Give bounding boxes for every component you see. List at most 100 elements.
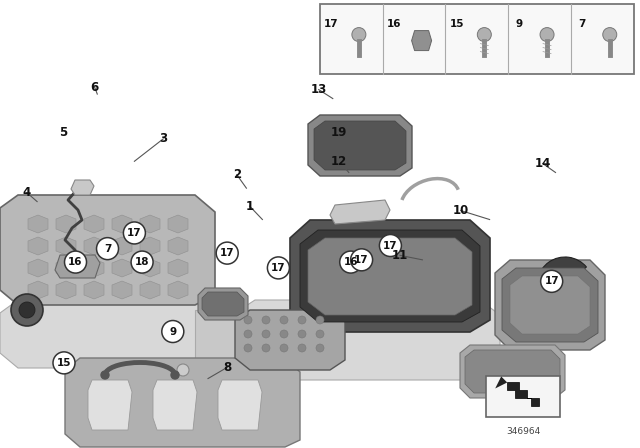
- Text: 17: 17: [383, 241, 397, 250]
- Text: 8: 8: [223, 361, 231, 374]
- Text: 7: 7: [104, 244, 111, 254]
- Polygon shape: [300, 230, 480, 322]
- Text: 5: 5: [59, 125, 67, 139]
- Polygon shape: [84, 259, 104, 277]
- Circle shape: [477, 28, 492, 42]
- Circle shape: [11, 294, 43, 326]
- Circle shape: [316, 330, 324, 338]
- Text: 16: 16: [344, 257, 358, 267]
- Polygon shape: [495, 260, 605, 350]
- Polygon shape: [55, 255, 100, 278]
- FancyBboxPatch shape: [486, 376, 560, 417]
- Polygon shape: [168, 237, 188, 255]
- Circle shape: [280, 344, 288, 352]
- Polygon shape: [153, 380, 197, 430]
- Text: 11: 11: [392, 249, 408, 262]
- Circle shape: [216, 242, 238, 264]
- Polygon shape: [28, 259, 48, 277]
- Text: 9: 9: [169, 327, 177, 336]
- Circle shape: [162, 320, 184, 343]
- Circle shape: [244, 316, 252, 324]
- Text: 4: 4: [23, 186, 31, 199]
- Text: 9: 9: [516, 19, 523, 29]
- Polygon shape: [84, 281, 104, 299]
- Polygon shape: [330, 200, 390, 224]
- Text: 16: 16: [68, 257, 83, 267]
- Polygon shape: [84, 215, 104, 233]
- Circle shape: [124, 222, 145, 244]
- Text: 18: 18: [135, 257, 149, 267]
- Polygon shape: [235, 310, 345, 370]
- Polygon shape: [308, 238, 472, 315]
- Text: 17: 17: [545, 276, 559, 286]
- Polygon shape: [84, 237, 104, 255]
- Polygon shape: [507, 383, 539, 406]
- Circle shape: [268, 257, 289, 279]
- Polygon shape: [112, 281, 132, 299]
- Circle shape: [171, 371, 179, 379]
- Text: 14: 14: [534, 157, 551, 170]
- Polygon shape: [0, 300, 215, 368]
- Text: 1: 1: [246, 199, 253, 213]
- Polygon shape: [218, 380, 262, 430]
- Polygon shape: [65, 358, 300, 447]
- Polygon shape: [495, 376, 507, 388]
- Circle shape: [280, 330, 288, 338]
- Circle shape: [352, 28, 366, 42]
- Polygon shape: [510, 276, 590, 334]
- Circle shape: [19, 302, 35, 318]
- Circle shape: [101, 371, 109, 379]
- Text: 15: 15: [449, 19, 464, 29]
- Circle shape: [316, 316, 324, 324]
- FancyBboxPatch shape: [320, 4, 634, 74]
- Circle shape: [97, 237, 118, 260]
- Polygon shape: [290, 220, 490, 332]
- Polygon shape: [112, 259, 132, 277]
- Polygon shape: [56, 237, 76, 255]
- Circle shape: [540, 28, 554, 42]
- Polygon shape: [112, 237, 132, 255]
- Polygon shape: [460, 345, 565, 398]
- Circle shape: [244, 344, 252, 352]
- Circle shape: [380, 234, 401, 257]
- Circle shape: [603, 28, 617, 42]
- Circle shape: [177, 364, 189, 376]
- Polygon shape: [88, 380, 132, 430]
- Circle shape: [65, 251, 86, 273]
- Circle shape: [262, 344, 270, 352]
- Text: 17: 17: [355, 255, 369, 265]
- Text: 6: 6: [91, 81, 99, 94]
- Polygon shape: [140, 237, 160, 255]
- Polygon shape: [0, 195, 215, 305]
- Circle shape: [244, 330, 252, 338]
- Circle shape: [541, 270, 563, 293]
- Polygon shape: [465, 350, 560, 393]
- Polygon shape: [140, 281, 160, 299]
- Text: 19: 19: [331, 125, 348, 139]
- Text: 17: 17: [271, 263, 285, 273]
- Text: 10: 10: [452, 204, 469, 217]
- Circle shape: [298, 344, 306, 352]
- Polygon shape: [28, 281, 48, 299]
- Polygon shape: [56, 259, 76, 277]
- Polygon shape: [71, 180, 94, 195]
- Polygon shape: [314, 121, 406, 170]
- Circle shape: [53, 352, 75, 374]
- Polygon shape: [168, 281, 188, 299]
- Polygon shape: [502, 268, 598, 342]
- Text: 13: 13: [310, 83, 327, 96]
- Polygon shape: [308, 115, 412, 176]
- Text: 17: 17: [324, 19, 339, 29]
- Polygon shape: [56, 215, 76, 233]
- Wedge shape: [537, 257, 586, 299]
- Text: 12: 12: [331, 155, 348, 168]
- Polygon shape: [112, 215, 132, 233]
- Text: 3: 3: [159, 132, 167, 146]
- Polygon shape: [202, 292, 244, 316]
- Polygon shape: [168, 259, 188, 277]
- Circle shape: [298, 330, 306, 338]
- Polygon shape: [195, 310, 255, 370]
- Polygon shape: [140, 259, 160, 277]
- Polygon shape: [198, 288, 248, 320]
- Circle shape: [262, 316, 270, 324]
